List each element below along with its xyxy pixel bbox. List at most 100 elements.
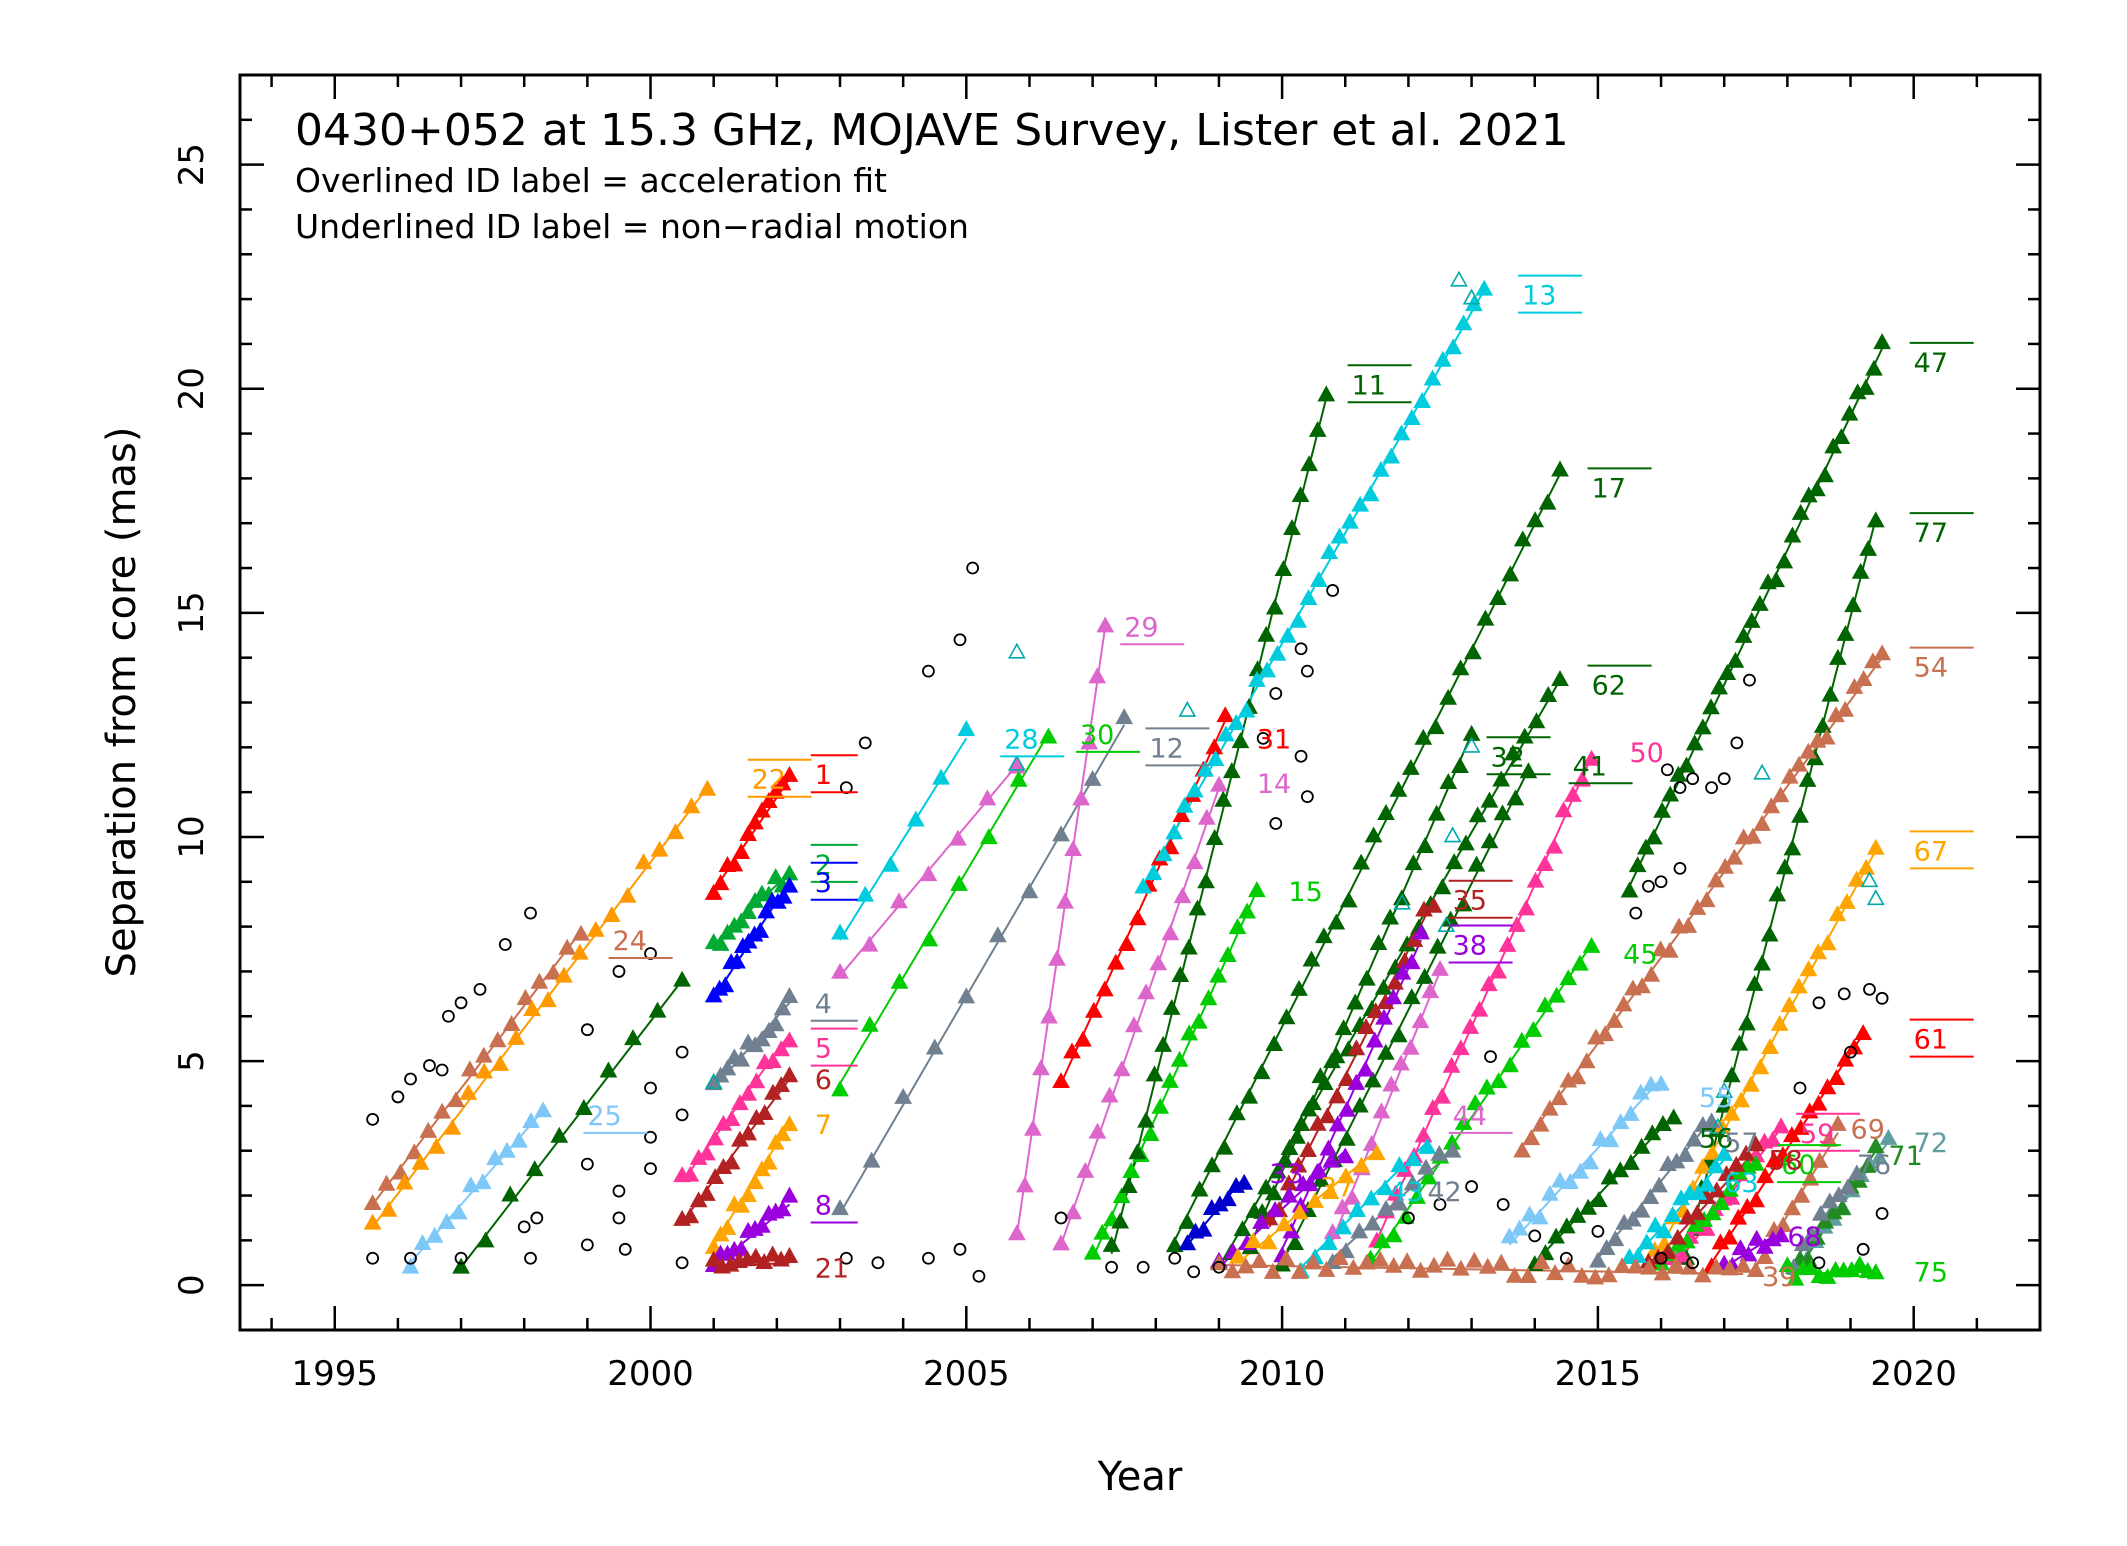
unfitted-point <box>612 1184 626 1198</box>
point-59 <box>1673 1246 1691 1263</box>
component-label-63: 63 <box>1724 1168 1758 1199</box>
component-label-25: 25 <box>587 1101 621 1132</box>
point-39 <box>1223 1262 1242 1279</box>
point-47 <box>1742 611 1761 628</box>
point-62 <box>1257 1178 1275 1195</box>
point-26 <box>860 935 879 952</box>
point-5 <box>706 1129 725 1146</box>
point-22 <box>539 991 557 1008</box>
point-31 <box>1095 980 1114 997</box>
point-39 <box>1640 1258 1658 1275</box>
component-label-3: 3 <box>815 868 832 899</box>
point-31 <box>1106 953 1125 970</box>
point-17 <box>1377 804 1395 820</box>
point-33 <box>1322 1151 1341 1168</box>
point-45 <box>1536 996 1554 1013</box>
point-7 <box>766 1133 785 1150</box>
point-77 <box>1738 1014 1756 1031</box>
component-label-41: 41 <box>1573 751 1607 782</box>
point-47 <box>1669 765 1688 782</box>
point-32 <box>1427 804 1446 821</box>
point-54 <box>1725 848 1744 865</box>
point-14 <box>1210 775 1228 792</box>
point-13 <box>1185 781 1204 798</box>
point-55 <box>1581 1153 1600 1170</box>
point-29 <box>1072 789 1091 806</box>
point-6 <box>772 1076 791 1093</box>
point-61 <box>1809 1094 1828 1111</box>
unfitted-point <box>871 1256 885 1270</box>
unfitted-point <box>644 1130 657 1144</box>
point-22 <box>507 1028 525 1045</box>
component-label-72: 72 <box>1914 1128 1948 1159</box>
point-29 <box>1080 733 1099 750</box>
point-77 <box>1715 1096 1734 1113</box>
point-11 <box>1283 519 1301 535</box>
point-45 <box>1524 1020 1543 1037</box>
point-55 <box>1591 1130 1610 1147</box>
point-68 <box>1747 1229 1766 1246</box>
point-50 <box>1545 837 1564 854</box>
point-68 <box>1731 1239 1750 1256</box>
point-69 <box>1783 1199 1802 1216</box>
open-triangle <box>1866 889 1885 906</box>
point-50 <box>1582 749 1601 766</box>
point-12 <box>989 926 1007 943</box>
point-57 <box>1676 1145 1695 1162</box>
point-44 <box>1392 1054 1410 1071</box>
point-17 <box>1290 979 1308 996</box>
point-54 <box>1864 652 1882 669</box>
point-32 <box>1299 1100 1318 1117</box>
point-67 <box>1693 1157 1712 1174</box>
point-47 <box>1816 466 1834 483</box>
point-28 <box>881 855 900 872</box>
point-5 <box>681 1165 700 1182</box>
point-15 <box>1238 902 1257 919</box>
point-45 <box>1547 986 1566 1003</box>
point-39 <box>1667 1256 1685 1273</box>
open-triangle <box>1007 642 1026 659</box>
unfitted-point <box>1642 879 1655 893</box>
unfitted-point <box>953 633 967 647</box>
component-label-17: 17 <box>1592 473 1626 504</box>
point-42 <box>1390 1194 1409 1211</box>
point-39 <box>1559 1256 1578 1273</box>
point-24 <box>516 989 535 1005</box>
point-24 <box>419 1121 438 1138</box>
point-24 <box>572 924 590 941</box>
component-label-58: 58 <box>1768 1146 1802 1177</box>
point-42 <box>1363 1214 1382 1231</box>
point-26 <box>919 865 938 882</box>
point-12 <box>831 1199 849 1216</box>
point-28 <box>932 768 950 785</box>
point-5 <box>772 1040 791 1057</box>
point-39 <box>1371 1250 1390 1267</box>
open-triangle <box>1007 754 1026 771</box>
point-15 <box>1093 1223 1112 1240</box>
component-label-2: 2 <box>815 850 832 881</box>
point-14 <box>1052 1234 1070 1251</box>
point-22 <box>523 1000 541 1016</box>
point-61 <box>1818 1078 1837 1095</box>
component-label-54: 54 <box>1914 653 1948 684</box>
point-13 <box>1444 338 1463 355</box>
point-37 <box>1321 1183 1340 1199</box>
point-37 <box>1244 1232 1263 1248</box>
point-38 <box>1328 1115 1347 1132</box>
fit-line-11 <box>1110 397 1328 1255</box>
point-38 <box>1365 1031 1384 1048</box>
point-21 <box>746 1247 765 1264</box>
x-axis-title: Year <box>1097 1454 1183 1500</box>
point-8 <box>732 1239 751 1256</box>
point-61 <box>1747 1191 1766 1208</box>
point-47 <box>1628 856 1647 873</box>
point-62 <box>1292 1115 1311 1131</box>
point-45 <box>1466 1094 1485 1111</box>
unfitted-point <box>612 965 626 978</box>
chart-title: 0430+052 at 15.3 GHz, MOJAVE Survey, Lis… <box>295 105 1569 156</box>
point-22 <box>491 1054 510 1071</box>
unfitted-point <box>1136 1260 1150 1274</box>
point-43 <box>1320 1234 1338 1250</box>
point-39 <box>1478 1257 1497 1274</box>
point-50 <box>1424 1098 1442 1115</box>
